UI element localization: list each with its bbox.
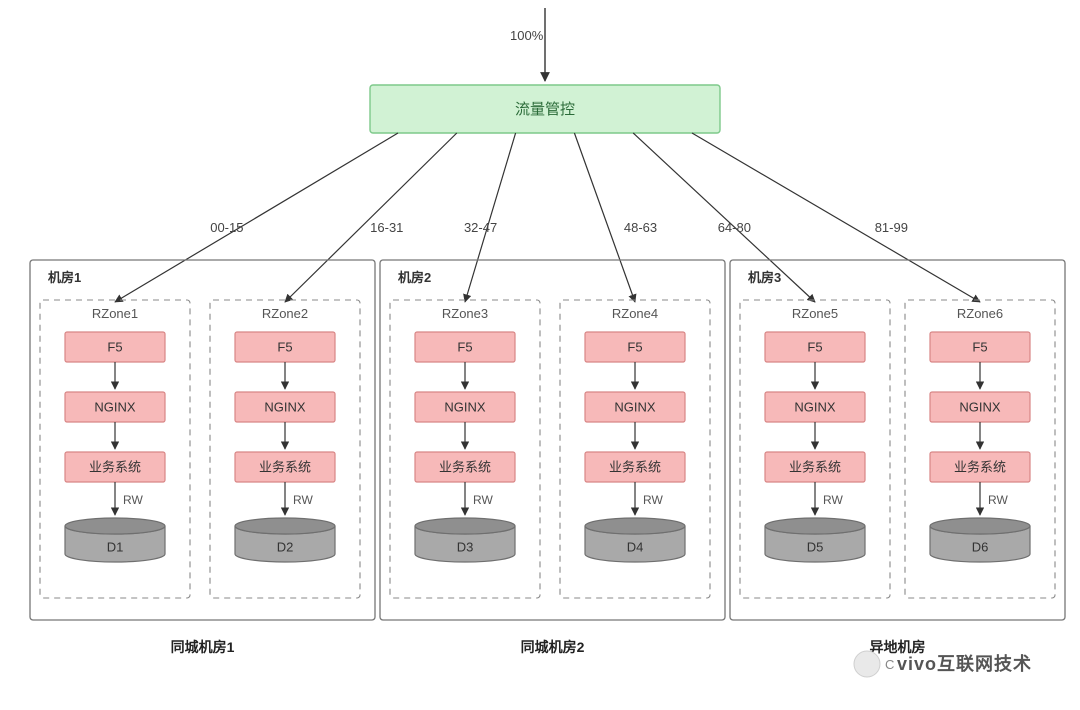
stack-node-label: 业务系统 [439,459,491,474]
db-label: D5 [807,539,824,554]
stack-node-label: 业务系统 [259,459,311,474]
percent-label: 100% [510,28,544,43]
zone-name: RZone1 [92,306,138,321]
room-box [30,260,375,620]
db-cylinder-top [585,518,685,534]
rw-label: RW [123,493,143,507]
room-footer: 异地机房 [870,639,926,655]
stack-node-label: F5 [107,339,122,354]
edge-label: 64-80 [718,220,751,235]
db-label: D3 [457,539,474,554]
edge-label: 48-63 [624,220,657,235]
stack-node-label: 业务系统 [789,459,841,474]
stack-node-label: 业务系统 [609,459,661,474]
edge-label: 32-47 [464,220,497,235]
room-footer: 同城机房2 [521,639,585,655]
stack-node-label: 业务系统 [954,459,1006,474]
stack-node-label: F5 [627,339,642,354]
rw-label: RW [643,493,663,507]
watermark-text: vivo互联网技术 [897,653,1032,674]
fanout-arrow [115,133,398,302]
zone-name: RZone4 [612,306,658,321]
stack-node-label: F5 [807,339,822,354]
traffic-control-label: 流量管控 [515,101,575,118]
fanout-arrow [633,133,815,302]
room-title: 机房3 [748,270,781,285]
db-cylinder-top [235,518,335,534]
rw-label: RW [988,493,1008,507]
stack-node-label: NGINX [794,399,836,414]
stack-node-label: NGINX [959,399,1001,414]
watermark-avatar [854,651,880,677]
fanout-arrow [574,133,635,302]
rw-label: RW [823,493,843,507]
db-label: D6 [972,539,989,554]
zone-name: RZone5 [792,306,838,321]
stack-node-label: NGINX [444,399,486,414]
watermark-prefix: C [885,657,895,672]
zone-name: RZone6 [957,306,1003,321]
room-footer: 同城机房1 [171,639,235,655]
rw-label: RW [473,493,493,507]
db-cylinder-top [65,518,165,534]
stack-node-label: F5 [277,339,292,354]
stack-node-label: F5 [972,339,987,354]
db-cylinder-top [765,518,865,534]
stack-node-label: 业务系统 [89,459,141,474]
fanout-arrow [465,133,516,302]
db-label: D2 [277,539,294,554]
db-label: D1 [107,539,124,554]
db-cylinder-top [415,518,515,534]
db-label: D4 [627,539,644,554]
room-title: 机房1 [48,270,81,285]
room-box [730,260,1065,620]
rw-label: RW [293,493,313,507]
zone-name: RZone2 [262,306,308,321]
room-title: 机房2 [398,270,431,285]
edge-label: 16-31 [370,220,403,235]
db-cylinder-top [930,518,1030,534]
fanout-arrow [692,133,980,302]
stack-node-label: NGINX [614,399,656,414]
stack-node-label: NGINX [94,399,136,414]
zone-name: RZone3 [442,306,488,321]
room-box [380,260,725,620]
edge-label: 00-15 [210,220,243,235]
stack-node-label: NGINX [264,399,306,414]
edge-label: 81-99 [875,220,908,235]
stack-node-label: F5 [457,339,472,354]
